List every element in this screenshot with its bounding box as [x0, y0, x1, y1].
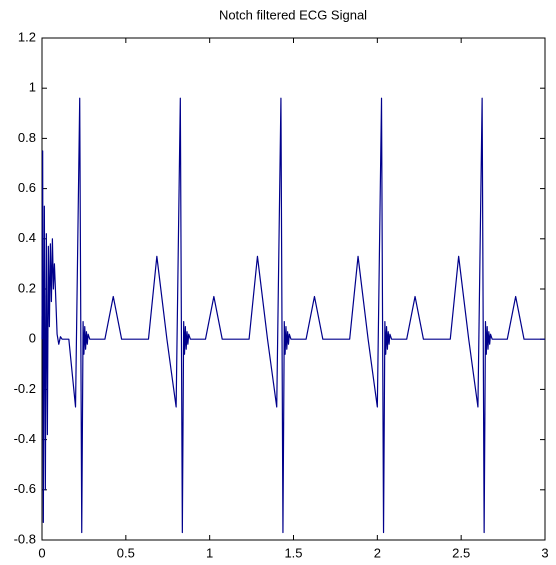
- y-tick-label: -0.2: [14, 381, 36, 396]
- y-tick-label: -0.8: [14, 531, 36, 546]
- x-tick-label: 2: [374, 545, 381, 560]
- y-tick-label: 1.2: [18, 29, 36, 44]
- y-tick-label: -0.4: [14, 431, 36, 446]
- y-tick-label: 0.4: [18, 230, 36, 245]
- x-tick-label: 0.5: [117, 545, 135, 560]
- chart-title: Notch filtered ECG Signal: [219, 7, 367, 22]
- x-tick-label: 1.5: [284, 545, 302, 560]
- y-tick-label: 0: [29, 331, 36, 346]
- x-tick-label: 3: [541, 545, 548, 560]
- x-tick-label: 0: [38, 545, 45, 560]
- y-tick-label: 1: [29, 80, 36, 95]
- y-tick-label: 0.2: [18, 280, 36, 295]
- x-tick-label: 2.5: [452, 545, 470, 560]
- y-tick-label: 0.6: [18, 180, 36, 195]
- signal-line: [41, 97, 545, 534]
- x-tick-label: 1: [206, 545, 213, 560]
- y-tick-label: -0.6: [14, 481, 36, 496]
- y-tick-label: 0.8: [18, 130, 36, 145]
